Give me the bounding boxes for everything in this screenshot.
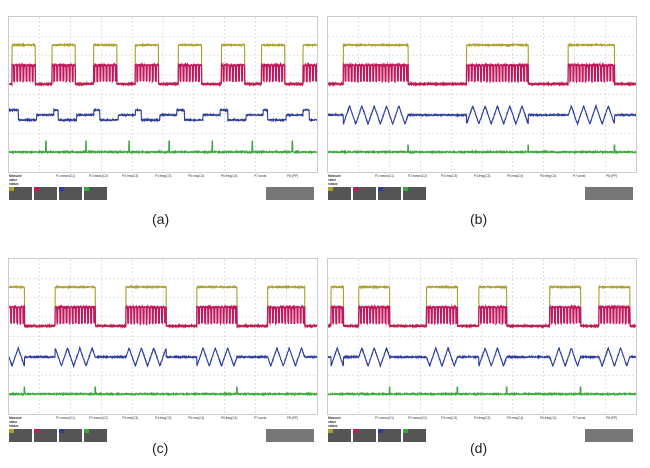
measure-param: P7:const: [573, 174, 585, 178]
channel-c3-box[interactable]: [378, 429, 401, 442]
measure-param: P8:(PP): [606, 174, 617, 178]
measure-status-label: status: [328, 182, 337, 186]
measure-param: P5:rms(C4): [188, 416, 204, 420]
measure-bar: Measure value status P1:mean(C1) P2:mean(C2)…: [327, 173, 635, 207]
measure-param: P5:rms(C4): [507, 416, 523, 420]
measure-param: P1:mean(C1): [56, 174, 75, 178]
measure-status-label: status: [9, 182, 18, 186]
measure-param: P5:rms(C4): [507, 174, 523, 178]
timebase-box[interactable]: [585, 187, 633, 200]
measure-param: P2:mean(C2): [408, 416, 427, 420]
measure-param: P6:freq(C4): [221, 174, 237, 178]
measure-param: P3:rms(C3): [441, 174, 457, 178]
measure-param: P4:freq(C3): [474, 174, 490, 178]
timebase-box[interactable]: [266, 429, 314, 442]
measure-param: P5:rms(C4): [188, 174, 204, 178]
measure-param: P8:(PP): [606, 416, 617, 420]
measure-param: P3:rms(C3): [441, 416, 457, 420]
caption-b: (b): [470, 211, 487, 227]
measure-param: P8:(PP): [287, 416, 298, 420]
waveform-plot: [328, 259, 636, 414]
scope-screen: [327, 16, 637, 173]
measure-param: P8:(PP): [287, 174, 298, 178]
waveform-plot: [9, 259, 317, 414]
measure-param: P2:mean(C2): [89, 416, 108, 420]
waveform-plot: [9, 17, 317, 172]
measure-param: P7:const: [254, 174, 266, 178]
measure-param: P6:freq(C4): [221, 416, 237, 420]
measure-param: P3:rms(C3): [122, 416, 138, 420]
measure-param: P1:mean(C1): [375, 416, 394, 420]
channel-c1-box[interactable]: [9, 187, 32, 200]
measure-param: P1:mean(C1): [56, 416, 75, 420]
channel-c3-box[interactable]: [378, 187, 401, 200]
measure-param: P2:mean(C2): [89, 174, 108, 178]
measure-param: P3:rms(C3): [122, 174, 138, 178]
measure-param: P4:freq(C3): [155, 416, 171, 420]
waveform-plot: [328, 17, 636, 172]
scope-screen: [327, 258, 637, 415]
timebase-box[interactable]: [266, 187, 314, 200]
channel-c4-box[interactable]: [403, 429, 426, 442]
channel-c3-box[interactable]: [59, 429, 82, 442]
caption-d: (d): [470, 440, 487, 456]
measure-param: P2:mean(C2): [408, 174, 427, 178]
timebase-box[interactable]: [585, 429, 633, 442]
measure-param: P4:freq(C3): [474, 416, 490, 420]
measure-bar: Measure value status P1:mean(C1) P2:mean(C2)…: [8, 173, 316, 207]
measure-param: P6:freq(C4): [540, 174, 556, 178]
measure-param: P4:freq(C3): [155, 174, 171, 178]
channel-c2-box[interactable]: [34, 187, 57, 200]
channel-c2-box[interactable]: [34, 429, 57, 442]
channel-c2-box[interactable]: [353, 429, 376, 442]
measure-status-label: status: [9, 424, 18, 428]
measure-param: P6:freq(C4): [540, 416, 556, 420]
channel-c4-box[interactable]: [403, 187, 426, 200]
measure-param: P7:const: [254, 416, 266, 420]
channel-c1-box[interactable]: [328, 429, 351, 442]
measure-param: P7:const: [573, 416, 585, 420]
channel-c4-box[interactable]: [84, 187, 107, 200]
measure-param: P1:mean(C1): [375, 174, 394, 178]
caption-c: (c): [152, 440, 168, 456]
channel-c1-box[interactable]: [9, 429, 32, 442]
measure-status-label: status: [328, 424, 337, 428]
channel-c1-box[interactable]: [328, 187, 351, 200]
channel-c3-box[interactable]: [59, 187, 82, 200]
scope-screen: [8, 258, 318, 415]
caption-a: (a): [152, 211, 169, 227]
scope-screen: [8, 16, 318, 173]
channel-c4-box[interactable]: [84, 429, 107, 442]
channel-c2-box[interactable]: [353, 187, 376, 200]
